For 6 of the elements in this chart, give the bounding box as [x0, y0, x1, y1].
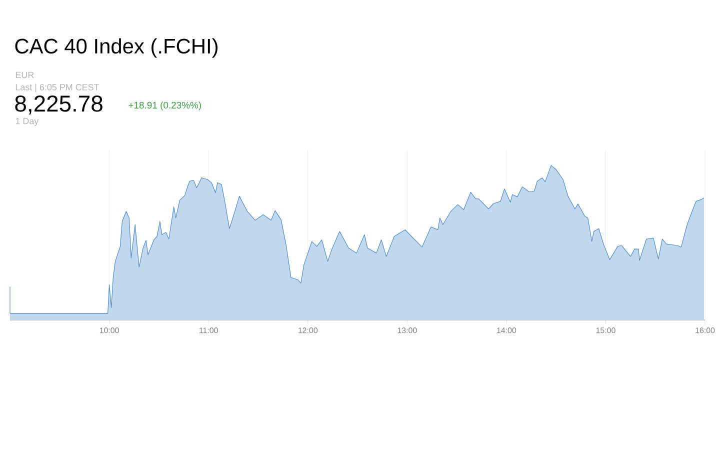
text: 1 Day: [16, 118, 39, 126]
text: +18.91 (0.23%%): [128, 102, 201, 110]
chart-title: CAC 40 Index (.FCHI): [15, 38, 218, 58]
text: Last | 6:05 PM CEST: [16, 84, 100, 92]
text: 8,225.78: [15, 96, 102, 114]
text: EUR: [16, 72, 34, 78]
